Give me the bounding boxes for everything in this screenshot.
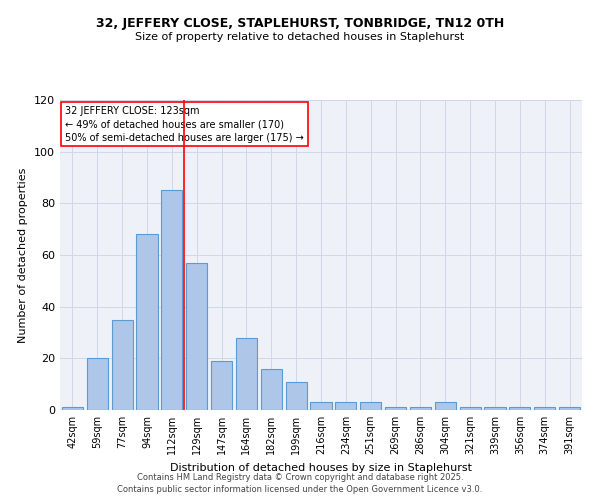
Bar — [435, 402, 456, 410]
Bar — [112, 320, 133, 410]
Bar — [186, 263, 207, 410]
Bar — [136, 234, 158, 410]
Bar — [310, 402, 332, 410]
Y-axis label: Number of detached properties: Number of detached properties — [19, 168, 28, 342]
Text: Size of property relative to detached houses in Staplehurst: Size of property relative to detached ho… — [136, 32, 464, 42]
Bar — [385, 408, 406, 410]
Bar — [161, 190, 182, 410]
Bar — [286, 382, 307, 410]
Bar — [261, 368, 282, 410]
Bar — [410, 408, 431, 410]
X-axis label: Distribution of detached houses by size in Staplehurst: Distribution of detached houses by size … — [170, 462, 472, 472]
Bar — [509, 408, 530, 410]
Bar — [484, 408, 506, 410]
Bar — [87, 358, 108, 410]
Text: Contains HM Land Registry data © Crown copyright and database right 2025.: Contains HM Land Registry data © Crown c… — [137, 472, 463, 482]
Bar — [211, 361, 232, 410]
Bar — [236, 338, 257, 410]
Bar — [62, 408, 83, 410]
Bar — [360, 402, 381, 410]
Text: 32, JEFFERY CLOSE, STAPLEHURST, TONBRIDGE, TN12 0TH: 32, JEFFERY CLOSE, STAPLEHURST, TONBRIDG… — [96, 18, 504, 30]
Text: 32 JEFFERY CLOSE: 123sqm
← 49% of detached houses are smaller (170)
50% of semi-: 32 JEFFERY CLOSE: 123sqm ← 49% of detach… — [65, 106, 304, 142]
Bar — [460, 408, 481, 410]
Bar — [335, 402, 356, 410]
Bar — [534, 408, 555, 410]
Text: Contains public sector information licensed under the Open Government Licence v3: Contains public sector information licen… — [118, 485, 482, 494]
Bar — [559, 408, 580, 410]
